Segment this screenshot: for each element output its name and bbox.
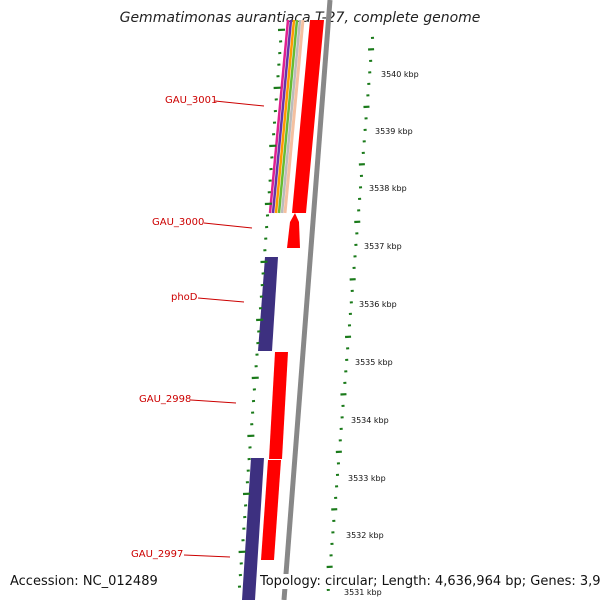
- kbp-label-3533: 3533 kbp: [348, 474, 386, 483]
- feature-stripe: [283, 19, 305, 214]
- feature-stripe: [271, 19, 293, 214]
- gene-label-GAU_2997[interactable]: GAU_2997: [131, 549, 183, 560]
- kbp-label-3531: 3531 kbp: [344, 588, 382, 597]
- gene-GAU_2998[interactable]: [269, 352, 288, 459]
- accession-text: Accession: NC_012489: [8, 574, 160, 589]
- kbp-label-3535: 3535 kbp: [355, 358, 393, 367]
- feature-stripe: [274, 19, 296, 214]
- gene-phoD[interactable]: [258, 257, 278, 351]
- label-leaders: [183, 100, 265, 558]
- scale-ticks: [237, 28, 375, 591]
- kbp-labels: 3540 kbp 3539 kbp 3538 kbp 3537 kbp 3536…: [344, 70, 419, 597]
- topology-text: Topology: circular; Length: 4,636,964 bp…: [258, 574, 600, 589]
- kbp-label-3536: 3536 kbp: [359, 300, 397, 309]
- kbp-label-3538: 3538 kbp: [369, 184, 407, 193]
- gene-label-GAU_3001[interactable]: GAU_3001: [165, 95, 217, 106]
- kbp-label-3539: 3539 kbp: [375, 127, 413, 136]
- gene-label-phoD[interactable]: phoD: [171, 292, 198, 303]
- gene-labels: GAU_3001 GAU_3000 phoD GAU_2998 GAU_2997: [131, 95, 217, 560]
- feature-band: [268, 19, 305, 214]
- forward-strand-genes: [261, 20, 324, 560]
- gene-GAU_3001[interactable]: [292, 20, 324, 213]
- feature-stripe: [268, 19, 290, 214]
- feature-stripe: [277, 19, 299, 214]
- kbp-label-3532: 3532 kbp: [346, 531, 384, 540]
- kbp-label-3537: 3537 kbp: [364, 242, 402, 251]
- kbp-label-3534: 3534 kbp: [351, 416, 389, 425]
- leader-phoD: [197, 297, 245, 303]
- leader-GAU_3001: [214, 100, 265, 107]
- kbp-label-3540: 3540 kbp: [381, 70, 419, 79]
- leader-GAU_2997: [183, 554, 231, 558]
- gene-GAU_2998b[interactable]: [261, 460, 281, 560]
- leader-GAU_3000: [203, 222, 253, 229]
- feature-stripe: [280, 19, 302, 214]
- reverse-strand-genes: [242, 257, 278, 600]
- genome-backbone: [281, 0, 333, 600]
- leader-GAU_2998: [190, 399, 237, 404]
- gene-GAU_2997[interactable]: [242, 458, 264, 600]
- gene-label-GAU_3000[interactable]: GAU_3000: [152, 217, 204, 228]
- map-title: Gemmatimonas aurantiaca T-27, complete g…: [119, 10, 481, 26]
- gene-label-GAU_2998[interactable]: GAU_2998: [139, 394, 191, 405]
- gene-GAU_3000[interactable]: [287, 213, 300, 248]
